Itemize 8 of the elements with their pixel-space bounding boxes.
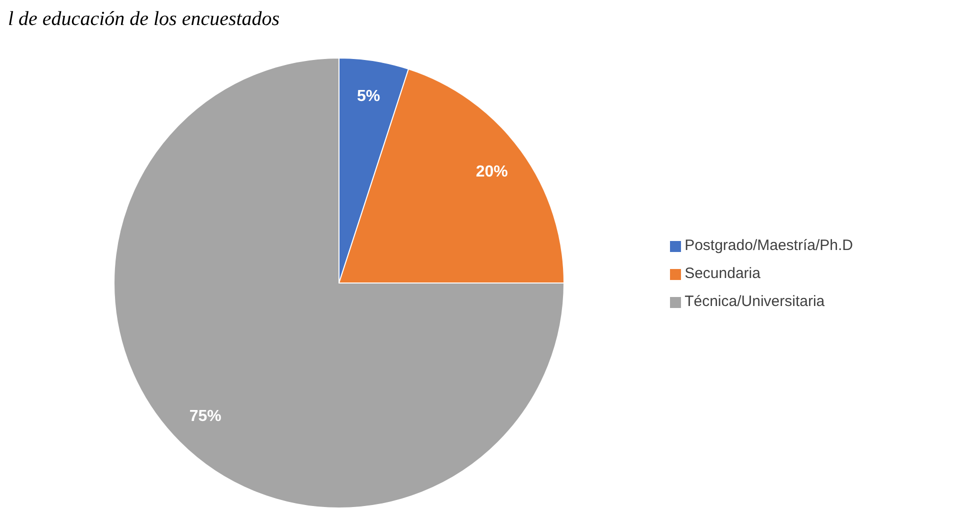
legend-label: Secundaria bbox=[684, 265, 760, 282]
data-label: 5% bbox=[357, 88, 380, 105]
pie-slice bbox=[114, 58, 564, 508]
data-label: 75% bbox=[189, 408, 222, 426]
legend-label: Técnica/Universitaria bbox=[684, 293, 825, 310]
legend-label: Postgrado/Maestría/Ph.D bbox=[684, 237, 853, 254]
data-label: 20% bbox=[476, 163, 508, 180]
chart-title: l de educación de los encuestados bbox=[8, 8, 281, 32]
